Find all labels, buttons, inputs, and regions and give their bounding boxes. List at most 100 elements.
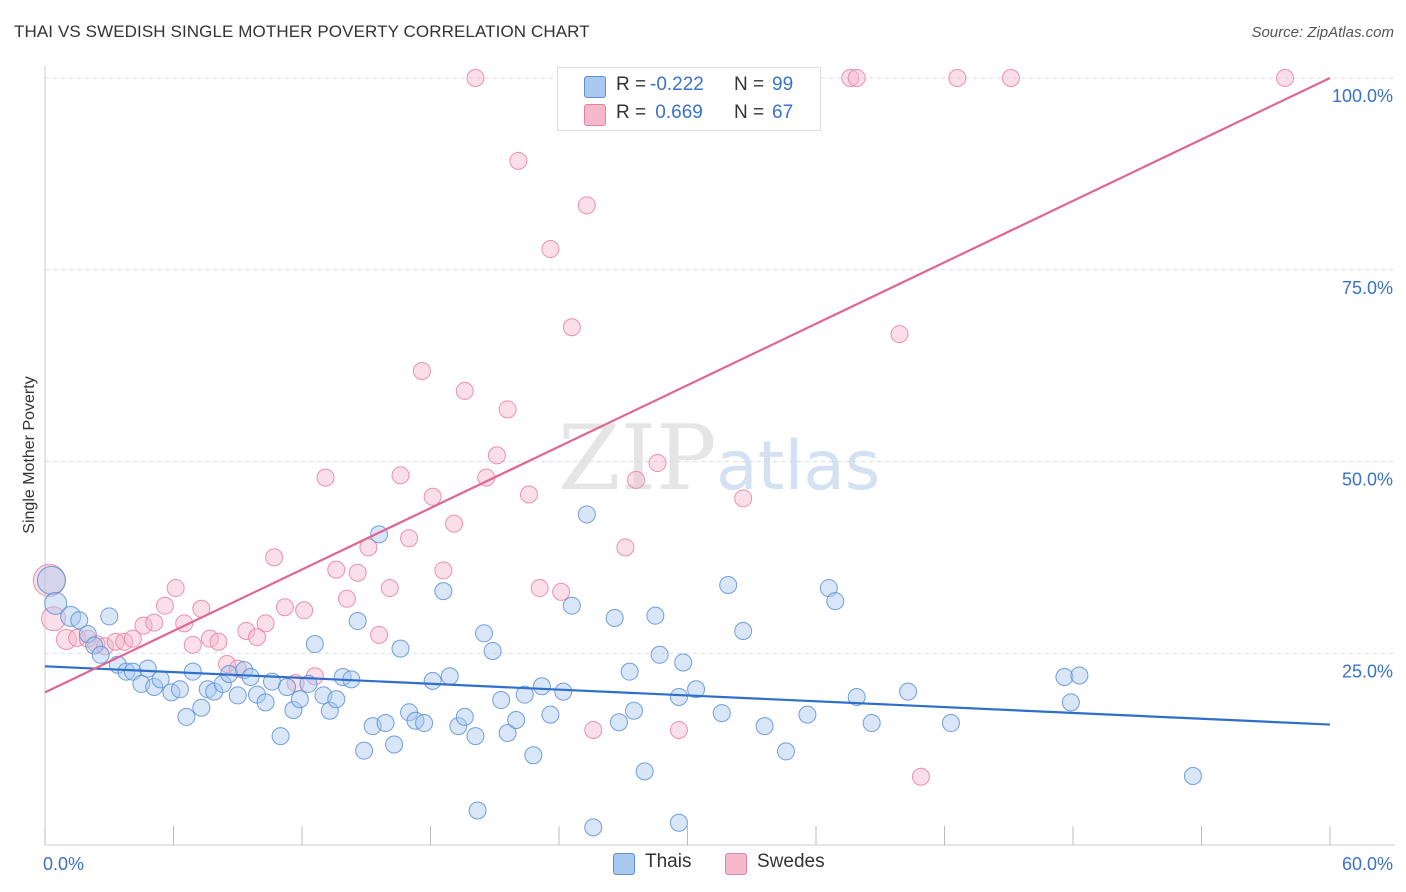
thais-point-2: [60, 605, 82, 627]
thais-point-35: [305, 635, 324, 654]
thais-point-69: [605, 608, 624, 627]
thais-point-92: [1061, 693, 1080, 712]
thais-point-28: [256, 693, 275, 712]
swedes-point-43: [466, 69, 485, 87]
swedes-point-51: [552, 582, 571, 601]
bottom-thais-label: Thais: [645, 851, 692, 872]
thais-point-60: [498, 724, 517, 743]
thais-point-12: [138, 659, 157, 678]
swedes-point-52: [562, 318, 581, 337]
swedes-swatch: [584, 104, 606, 126]
thais-point-70: [609, 713, 628, 732]
swedes-point-41: [445, 514, 464, 533]
swedes-point-35: [380, 579, 399, 598]
swedes-point-53: [577, 196, 596, 215]
thais-point-38: [327, 690, 346, 709]
swedes-point-58: [669, 720, 688, 739]
thais-point-75: [650, 645, 669, 664]
swedes-point-22: [248, 628, 267, 647]
bottom-thais-swatch: [613, 853, 635, 875]
thais-point-6: [91, 645, 110, 664]
thais-point-81: [734, 622, 753, 641]
thais-point-51: [423, 671, 442, 690]
swedes-point-32: [348, 563, 367, 582]
swedes-point-29: [316, 468, 335, 487]
thais-point-97: [669, 813, 688, 832]
thais-point-52: [434, 582, 453, 601]
watermark: ZIP atlas: [558, 406, 880, 511]
thais-point-80: [719, 575, 738, 594]
thais-point-1: [44, 591, 68, 615]
bottom-swedes-swatch: [725, 853, 747, 875]
thais-point-53: [440, 667, 459, 686]
thais-point-3: [70, 611, 89, 630]
thais-point-72: [624, 701, 643, 720]
thais-point-56: [466, 727, 485, 746]
thais-point-95: [468, 801, 487, 820]
swedes-point-4: [78, 629, 97, 648]
swedes-point-9: [123, 629, 142, 648]
thais-point-89: [899, 682, 918, 701]
swedes-point-13: [166, 579, 185, 598]
thais-point-96: [584, 818, 603, 837]
thais-point-47: [391, 639, 410, 658]
swedes-point-12: [155, 596, 174, 615]
swedes-point-62: [890, 325, 909, 344]
thais-point-46: [385, 735, 404, 754]
thais-point-34: [299, 674, 318, 693]
thais-point-4: [78, 625, 97, 644]
series-thais-points: [36, 505, 1202, 837]
thais-point-68: [577, 505, 596, 524]
thais-point-82: [755, 717, 774, 736]
thais-point-65: [541, 705, 560, 724]
swedes-point-45: [487, 446, 506, 465]
thais-point-90: [941, 714, 960, 733]
thais-point-79: [712, 704, 731, 723]
thais-point-66: [554, 682, 573, 701]
thais-point-42: [355, 741, 374, 760]
thais-point-9: [117, 662, 136, 681]
y-tick-label-0: 25.0%: [1342, 661, 1393, 681]
thais-point-73: [635, 762, 654, 781]
tick-labels: 25.0% 50.0% 75.0% 100.0% 0.0% 60.0%: [43, 86, 1393, 874]
x-tick-label-1: 60.0%: [1342, 854, 1393, 874]
thais-point-91: [1055, 668, 1074, 687]
swedes-point-56: [627, 470, 646, 489]
chart-title: THAI VS SWEDISH SINGLE MOTHER POVERTY CO…: [14, 22, 590, 41]
y-tick-label-3: 100.0%: [1332, 86, 1393, 106]
thais-point-33: [290, 690, 309, 709]
thais-point-50: [415, 714, 434, 733]
y-tick-label-2: 75.0%: [1342, 278, 1393, 298]
y-tick-label-1: 50.0%: [1342, 470, 1393, 490]
swedes-point-27: [295, 601, 314, 620]
thais-point-76: [674, 653, 693, 672]
swedes-point-10: [134, 616, 153, 635]
thais-point-19: [192, 698, 211, 717]
swedes-point-25: [275, 598, 294, 617]
swedes-point-64: [948, 69, 967, 87]
correlation-legend: R = -0.222 N = 99 R = 0.669 N = 67: [557, 67, 821, 131]
thais-point-41: [348, 612, 367, 631]
watermark-zip: ZIP: [558, 406, 717, 511]
thais-point-24: [228, 686, 247, 705]
thais-point-64: [532, 677, 551, 696]
swedes-n-label: N =: [734, 102, 765, 123]
swedes-point-31: [337, 589, 356, 608]
swedes-point-18: [209, 632, 228, 651]
swedes-r-label: R =: [616, 102, 647, 123]
bottom-swedes-label: Swedes: [757, 851, 825, 872]
grid-lines: [45, 77, 1395, 654]
swedes-point-37: [400, 529, 419, 548]
series-swedes-points: [32, 69, 1295, 786]
swedes-point-57: [648, 454, 667, 473]
swedes-point-55: [616, 538, 635, 557]
swedes-n-value: 67: [772, 102, 794, 123]
swedes-point-24: [265, 548, 284, 567]
swedes-point-42: [455, 381, 474, 400]
thais-point-17: [177, 707, 196, 726]
thais-point-7: [100, 607, 119, 626]
swedes-point-59: [734, 489, 753, 508]
swedes-point-1: [41, 606, 67, 632]
thais-point-83: [777, 742, 796, 761]
